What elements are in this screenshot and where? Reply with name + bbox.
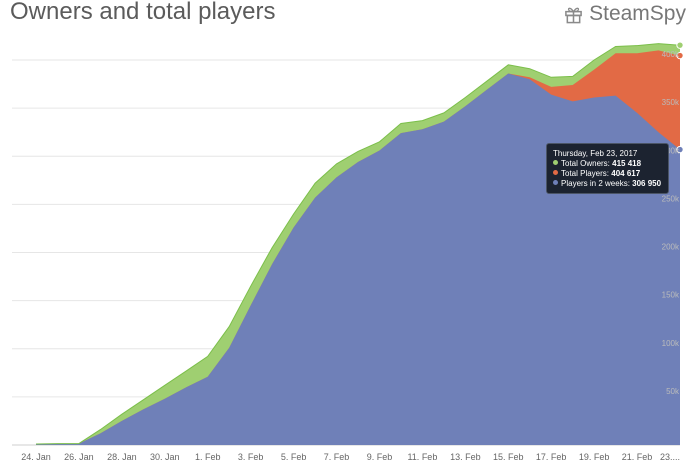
chart-title: Owners and total players xyxy=(10,0,276,25)
tooltip-value: 404 617 xyxy=(611,169,641,178)
tooltip-value: 306 950 xyxy=(632,179,662,188)
x-tick-label: 3. Feb xyxy=(238,452,264,462)
steamspy-brand[interactable]: SteamSpy xyxy=(564,0,686,28)
y-tick-label: 300k xyxy=(662,146,680,155)
owners-dot-icon xyxy=(553,160,558,165)
x-tick-label: 9. Feb xyxy=(367,452,393,462)
x-tick-label: 5. Feb xyxy=(281,452,307,462)
chart-areas xyxy=(35,43,681,446)
tooltip-row-players: Total Players: 404 617 xyxy=(553,169,662,179)
x-tick-label: 24. Jan xyxy=(21,452,51,462)
tooltip-date: Thursday, Feb 23, 2017 xyxy=(553,149,638,158)
y-tick-label: 350k xyxy=(662,98,680,107)
x-axis-labels: 24. Jan 26. Jan 28. Jan 30. Jan 1. Feb 3. Feb… xyxy=(21,452,680,462)
y-tick-label: 50k xyxy=(666,387,680,396)
tooltip-label: Total Owners: xyxy=(561,159,610,168)
brand-name: SteamSpy xyxy=(589,2,686,25)
area-players-2-weeks[interactable] xyxy=(36,73,680,446)
y-tick-label: 100k xyxy=(662,339,680,348)
y-axis-labels: 50k 100k 150k 200k 250k 300k 350k 400k xyxy=(662,50,680,396)
line-total-owners xyxy=(35,43,681,445)
y-tick-label: 200k xyxy=(662,243,680,252)
tooltip-row-players-2w: Players in 2 weeks: 306 950 xyxy=(553,179,662,189)
x-tick-label: 1. Feb xyxy=(195,452,221,462)
x-tick-label: 28. Jan xyxy=(107,452,137,462)
players-2w-dot-icon xyxy=(553,180,558,185)
x-tick-label: 11. Feb xyxy=(407,452,437,462)
players-dot-icon xyxy=(553,170,558,175)
tooltip: Thursday, Feb 23, 2017 Total Owners: 415… xyxy=(546,143,669,194)
tooltip-label: Total Players: xyxy=(561,169,610,178)
y-tick-label: 250k xyxy=(662,194,680,203)
x-tick-label: 7. Feb xyxy=(324,452,350,462)
y-tick-label: 400k xyxy=(662,50,680,59)
x-tick-label: 15. Feb xyxy=(493,452,524,462)
y-tick-label: 150k xyxy=(662,291,680,300)
tooltip-value: 415 418 xyxy=(612,159,642,168)
gift-icon xyxy=(564,5,583,24)
x-tick-label: 13. Feb xyxy=(450,452,481,462)
tooltip-row-owners: Total Owners: 415 418 xyxy=(553,159,662,169)
hover-markers xyxy=(676,41,684,154)
marker-total-players xyxy=(676,51,684,60)
x-tick-label: 21. Feb xyxy=(622,452,653,462)
x-tick-label: 17. Feb xyxy=(536,452,567,462)
tooltip-label: Players in 2 weeks: xyxy=(561,179,630,188)
x-tick-label: 23.... xyxy=(660,452,680,462)
marker-total-owners xyxy=(676,41,684,49)
x-tick-label: 30. Jan xyxy=(150,452,180,462)
marker-players-2-weeks xyxy=(676,145,684,154)
x-tick-label: 26. Jan xyxy=(64,452,94,462)
x-tick-label: 19. Feb xyxy=(579,452,610,462)
